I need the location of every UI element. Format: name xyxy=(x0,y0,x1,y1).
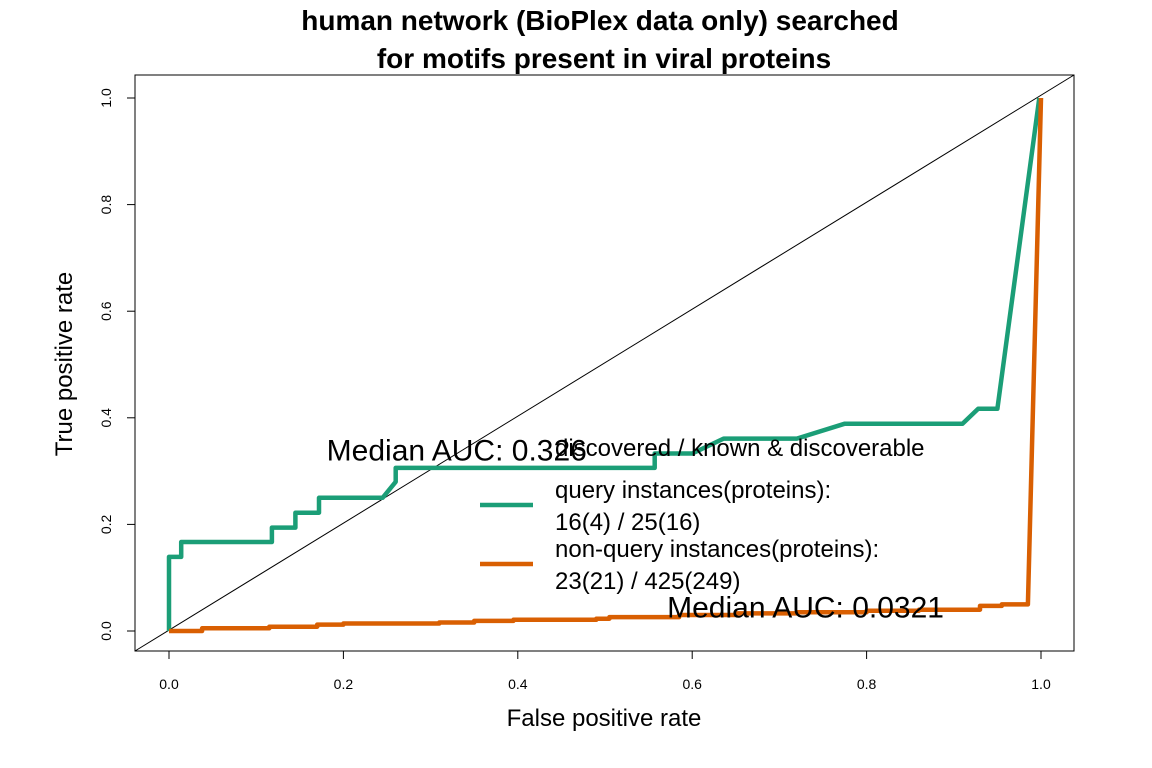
legend-entry-nonquery-line1: non-query instances(proteins): xyxy=(555,536,879,563)
y-axis: 0.0 0.2 0.4 0.6 0.8 1.0 xyxy=(98,88,136,641)
plot-area xyxy=(134,74,1075,652)
series-line-nonquery xyxy=(169,97,1044,634)
y-tick-label: 0.4 xyxy=(98,408,114,428)
x-tick-label: 0.8 xyxy=(857,676,877,692)
x-axis-label: False positive rate xyxy=(507,705,702,732)
series-line-query xyxy=(166,97,1042,631)
x-tick-label: 0.0 xyxy=(159,676,179,692)
chart-title-line1: human network (BioPlex data only) search… xyxy=(301,5,898,36)
annotations: Median AUC: 0.326 Median AUC: 0.0321 xyxy=(327,434,944,624)
diagonal-reference-line xyxy=(134,74,1075,652)
y-tick-label: 0.6 xyxy=(98,301,114,321)
y-tick-label: 0.8 xyxy=(98,195,114,215)
y-tick-label: 1.0 xyxy=(98,88,114,108)
legend-title: discovered / known & discoverable xyxy=(555,435,925,462)
legend: discovered / known & discoverable query … xyxy=(480,435,925,595)
y-tick-label: 0.2 xyxy=(98,514,114,534)
legend-entry-query-line2: 16(4) / 25(16) xyxy=(555,509,700,536)
y-tick-label: 0.0 xyxy=(98,621,114,641)
x-tick-label: 0.4 xyxy=(508,676,528,692)
annotation-median-auc-nonquery: Median AUC: 0.0321 xyxy=(667,592,944,625)
x-tick-label: 0.2 xyxy=(334,676,354,692)
annotation-median-auc-query: Median AUC: 0.326 xyxy=(327,434,587,467)
x-tick-label: 1.0 xyxy=(1031,676,1051,692)
legend-entry-query-line1: query instances(proteins): xyxy=(555,477,831,504)
chart-title-line2: for motifs present in viral proteins xyxy=(377,43,831,74)
legend-entry-nonquery-line2: 23(21) / 425(249) xyxy=(555,568,740,595)
x-axis: 0.0 0.2 0.4 0.6 0.8 1.0 xyxy=(159,650,1051,692)
x-tick-label: 0.6 xyxy=(682,676,702,692)
y-axis-label: True positive rate xyxy=(51,272,78,457)
